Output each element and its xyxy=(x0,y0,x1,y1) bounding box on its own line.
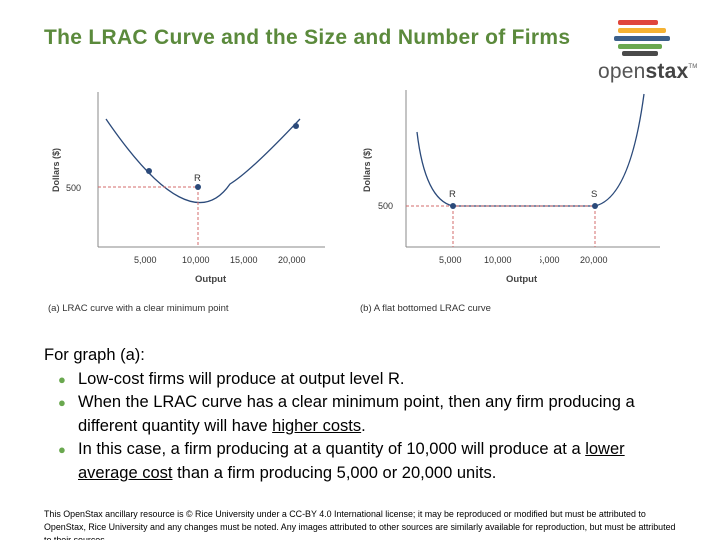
panel-a: R Dollars ($) 500 5,000 10,000 15,000 20… xyxy=(48,92,325,314)
panel-a-x-tick-1: 5,000 xyxy=(134,255,157,265)
panel-b: R Dollars ($) 500 5,000 10,000 Output (b… xyxy=(360,90,645,314)
logo-bar-blue xyxy=(614,36,670,41)
panel-b-lrac-curve xyxy=(416,93,645,207)
lrac-figure: R Dollars ($) 500 5,000 10,000 15,000 20… xyxy=(40,82,660,332)
panel-a-point-right xyxy=(293,123,299,129)
logo-bar-red xyxy=(618,20,658,25)
panel-b-x-tick-3: 15,000 xyxy=(540,255,560,265)
panel-b-ylabel: Dollars ($) xyxy=(362,148,372,192)
body-text: For graph (a): ● Low-cost firms will prod… xyxy=(44,344,684,486)
panel-b-point-r xyxy=(450,203,456,209)
panel-b-xlabel: Output xyxy=(506,274,538,285)
logo-bar-green xyxy=(618,44,662,49)
panel-b-x-tick-1: 5,000 xyxy=(439,255,462,265)
panel-a-xlabel: Output xyxy=(195,274,227,285)
panel-a-x-tick-2: 10,000 xyxy=(182,255,210,265)
panel-b-x-tick-2: 10,000 xyxy=(484,255,512,265)
bullet-dot-icon: ● xyxy=(58,442,66,458)
panel-a-x-tick-4: 20,000 xyxy=(278,255,306,265)
logo-wordmark: openstaxTM xyxy=(598,60,697,84)
bullet-2-underlined: higher costs xyxy=(272,416,362,435)
panel-a-caption: (a) LRAC curve with a clear minimum poin… xyxy=(48,303,229,314)
panel-b-point-s-label: S xyxy=(591,189,597,200)
body-intro: For graph (a): xyxy=(44,346,145,364)
panel-b-y-tick: 500 xyxy=(378,201,393,211)
panel-b-point-s xyxy=(592,203,598,209)
panel-b-right-svg: S 15,000 20,000 xyxy=(540,93,660,265)
lrac-figure-svg: R Dollars ($) 500 5,000 10,000 15,000 20… xyxy=(48,90,645,314)
bullet-3-end: than a firm producing 5,000 or 20,000 un… xyxy=(172,463,497,482)
panel-a-point-r-label: R xyxy=(194,173,201,184)
panel-a-point-r xyxy=(195,184,201,190)
logo-bar-yellow xyxy=(618,28,666,33)
bullet-dot-icon: ● xyxy=(58,395,66,411)
bullet-1-text: Low-cost firms will produce at output le… xyxy=(78,369,405,388)
bullet-dot-icon: ● xyxy=(58,371,66,387)
bullet-item-1: ● Low-cost firms will produce at output l… xyxy=(44,368,684,392)
logo-open: open xyxy=(598,60,646,83)
bullet-2-text: When the LRAC curve has a clear minimum … xyxy=(78,393,635,435)
bullet-item-2: ● When the LRAC curve has a clear minimum… xyxy=(44,391,684,438)
openstax-logo: openstaxTM xyxy=(596,14,708,86)
panel-b-point-r-label: R xyxy=(449,189,456,200)
bullet-3-underlined: lower average cost xyxy=(78,440,625,482)
panel-a-lrac-curve xyxy=(105,118,301,204)
bullet-list: ● Low-cost firms will produce at output l… xyxy=(44,368,684,486)
logo-bar-dark xyxy=(622,51,658,56)
bullet-3-text: In this case, a firm producing at a quan… xyxy=(78,440,586,459)
license-footer: This OpenStax ancillary resource is © Ri… xyxy=(44,509,676,540)
panel-b-x-tick-4: 20,000 xyxy=(580,255,608,265)
panel-a-ylabel: Dollars ($) xyxy=(51,148,61,192)
bullet-item-3: ● In this case, a firm producing at a qua… xyxy=(44,438,684,485)
panel-a-x-tick-3: 15,000 xyxy=(230,255,258,265)
bullet-2-end: . xyxy=(361,416,366,435)
logo-tm: TM xyxy=(688,64,698,70)
slide-title: The LRAC Curve and the Size and Number o… xyxy=(44,26,571,49)
panel-a-y-tick: 500 xyxy=(66,183,81,193)
logo-stax: stax xyxy=(645,60,689,83)
panel-a-point-left xyxy=(146,168,152,174)
panel-b-caption: (b) A flat bottomed LRAC curve xyxy=(360,303,491,314)
